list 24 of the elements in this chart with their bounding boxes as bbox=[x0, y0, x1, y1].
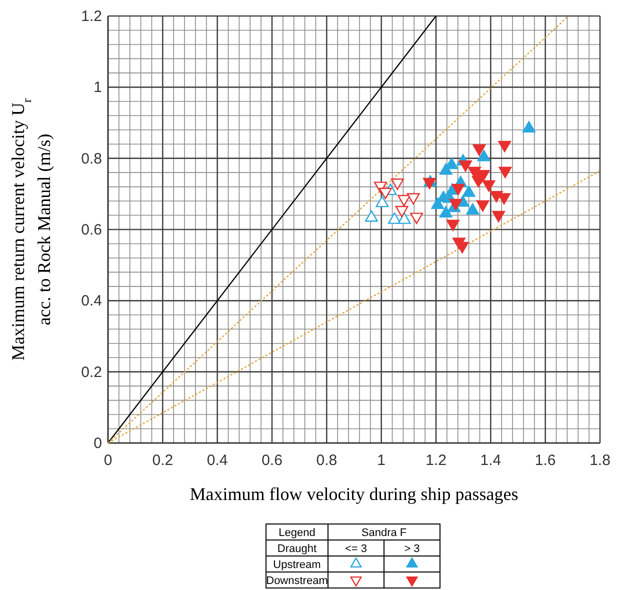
y-tick-label: 1 bbox=[94, 79, 102, 96]
x-tick-label: 1.8 bbox=[590, 452, 610, 469]
text: Sandra F bbox=[361, 527, 407, 539]
y-tick-label: 0.4 bbox=[81, 292, 102, 310]
text: Upstream bbox=[273, 559, 321, 571]
text: <= 3 bbox=[344, 543, 368, 555]
y-tick-label: 0.8 bbox=[81, 150, 102, 168]
y-tick-label: 1.2 bbox=[81, 8, 102, 25]
y-tick-label: 0.6 bbox=[81, 222, 102, 238]
legend-title: Legend bbox=[278, 527, 316, 539]
y-tick-label: 0.2 bbox=[81, 364, 102, 381]
x-axis-title: Maximum flow velocity during ship passages bbox=[190, 484, 518, 504]
text: > 3 bbox=[404, 543, 420, 555]
text: Downstream bbox=[266, 575, 328, 587]
x-tick-label: 0.6 bbox=[262, 452, 282, 469]
x-tick-label: 0.8 bbox=[316, 452, 338, 469]
x-tick-label: 1.4 bbox=[480, 452, 502, 469]
y-tick-label: 0 bbox=[94, 435, 102, 452]
x-tick-label: 0.4 bbox=[206, 452, 228, 469]
x-tick-label: 1 bbox=[377, 452, 386, 469]
x-tick-label: 1.6 bbox=[534, 452, 556, 469]
x-tick-label: 1.2 bbox=[426, 452, 446, 469]
x-tick-label: 0.2 bbox=[152, 452, 174, 469]
text: Draught bbox=[277, 543, 317, 555]
